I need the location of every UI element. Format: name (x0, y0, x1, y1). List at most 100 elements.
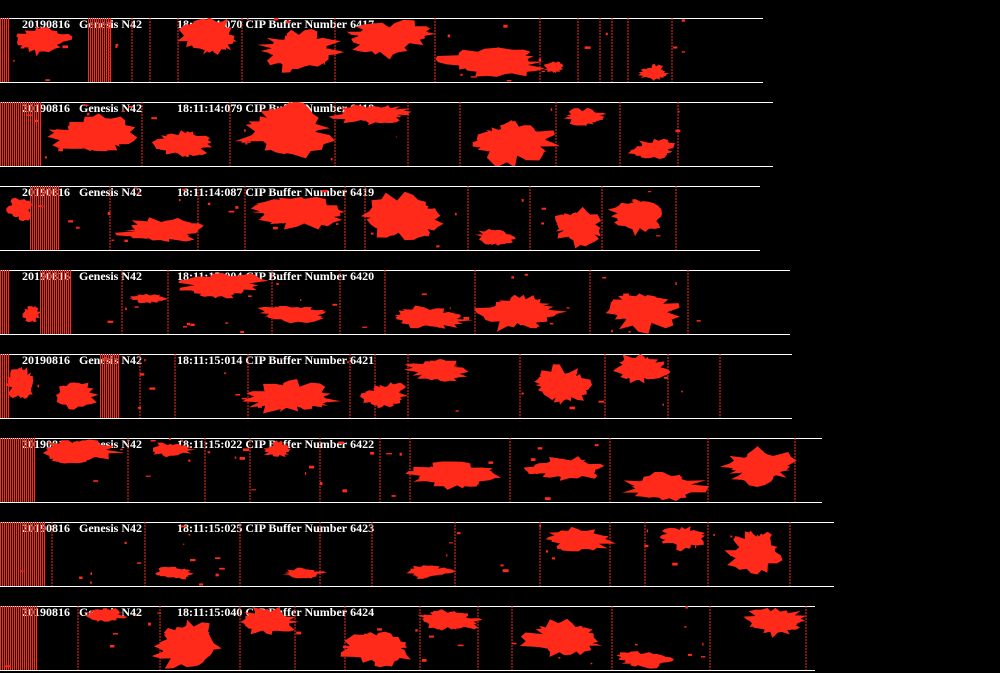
particle-speck (184, 133, 190, 136)
particle-speck (107, 320, 114, 323)
particle-speck (304, 472, 307, 475)
date-text: 20190816 (22, 353, 70, 367)
stripe-mark (18, 102, 19, 166)
particle-speck (201, 647, 207, 651)
particle-speck (449, 307, 451, 310)
particle-speck (686, 543, 691, 547)
particle-speck (235, 394, 240, 396)
particle-speck (488, 461, 494, 464)
particle-speck (605, 32, 608, 36)
time-text: 18:11:15:022 (177, 437, 243, 451)
particle-speck (139, 373, 145, 376)
particle-speck (648, 191, 652, 193)
particle-speck (145, 475, 151, 477)
stripe-mark (4, 354, 5, 418)
particle-speck (332, 303, 338, 306)
stripe-mark (20, 606, 21, 670)
particle-speck (188, 446, 191, 448)
particle-speck (623, 293, 629, 296)
stripe-mark (14, 438, 15, 502)
stripe-mark (20, 102, 21, 166)
particle-blob (631, 472, 689, 501)
aircraft-text: Genesis N42 (79, 101, 142, 115)
particle-speck (120, 448, 123, 451)
particle-speck (675, 129, 681, 132)
stripe-mark (36, 186, 37, 250)
particle-speck (207, 451, 211, 454)
buffer-number: 6423 (350, 521, 375, 535)
particle-speck (447, 34, 451, 38)
particle-speck (460, 73, 463, 76)
particle-blob (22, 305, 42, 322)
stripe-mark (46, 186, 47, 250)
particle-speck (336, 223, 339, 225)
particle-speck (323, 62, 326, 65)
particle-speck (20, 46, 25, 49)
particle-speck (398, 115, 401, 118)
particle-speck (276, 283, 279, 285)
particle-speck (258, 406, 262, 408)
particle-speck (696, 320, 701, 322)
particle-speck (627, 363, 630, 366)
stripe-mark (98, 18, 99, 82)
particle-speck (470, 76, 477, 78)
stripe-mark (34, 522, 35, 586)
particle-speck (137, 407, 142, 409)
top-rule (0, 270, 790, 271)
particle-speck (681, 51, 685, 53)
buffer-label: CIP Buffer Number (245, 17, 348, 31)
bottom-rule (0, 502, 822, 503)
particle-speck (391, 495, 396, 497)
stripe-mark (14, 102, 15, 166)
stripe-mark (14, 606, 15, 670)
stripe-mark (36, 522, 37, 586)
particle-speck (425, 233, 429, 237)
particle-speck (300, 299, 302, 301)
stripe-mark (6, 522, 7, 586)
particle-speck (673, 46, 678, 49)
aircraft-text: Genesis N42 (79, 521, 142, 535)
particle-blob (340, 632, 408, 666)
stripe-mark (6, 606, 7, 670)
particle-blob (264, 306, 325, 324)
stripe-mark (18, 438, 19, 502)
particle-speck (107, 212, 111, 215)
stripe-mark (96, 18, 97, 82)
particle-speck (395, 136, 397, 138)
top-rule (0, 438, 822, 439)
particle-speck (370, 451, 375, 455)
particle-image (0, 606, 807, 670)
particle-speck (168, 438, 171, 441)
stripe-mark (56, 186, 57, 250)
particle-image (0, 102, 681, 166)
stripe-mark (16, 102, 17, 166)
particle-speck (551, 557, 556, 560)
particle-speck (20, 385, 23, 388)
particle-speck (343, 645, 349, 649)
particle-speck (27, 114, 33, 116)
particle-speck (274, 18, 279, 21)
particle-speck (662, 403, 664, 406)
particle-speck (182, 188, 187, 191)
particle-speck (425, 375, 429, 379)
particle-speck (239, 457, 245, 460)
stripe-mark (30, 186, 31, 250)
stripe-mark (2, 102, 3, 166)
stripe-mark (54, 270, 55, 334)
particle-speck (659, 73, 661, 76)
stripe-mark (62, 270, 63, 334)
particle-speck (37, 38, 39, 40)
particle-speck (215, 557, 221, 559)
bottom-rule (0, 586, 834, 587)
particle-speck (244, 129, 246, 132)
particle-speck (215, 573, 219, 577)
particle-speck (168, 149, 170, 153)
particle-speck (370, 232, 374, 235)
particle-blob (271, 445, 292, 457)
time-text: 18:11:15:014 (177, 353, 243, 367)
particle-speck (196, 635, 198, 638)
particle-speck (342, 489, 348, 493)
particle-speck (150, 440, 156, 442)
